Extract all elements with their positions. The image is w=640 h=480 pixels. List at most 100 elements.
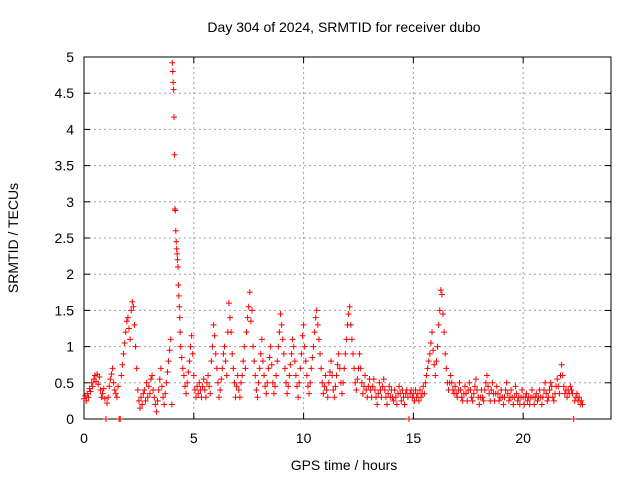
data-point — [573, 390, 580, 397]
data-point — [239, 372, 246, 379]
data-point — [328, 358, 335, 365]
data-point — [178, 354, 185, 361]
data-point — [461, 383, 468, 390]
data-point — [324, 394, 331, 401]
data-point — [124, 314, 131, 321]
data-point — [257, 350, 264, 357]
data-point — [278, 321, 285, 328]
data-point — [157, 365, 164, 372]
y-tick-label: 1 — [66, 339, 74, 355]
data-point — [162, 390, 169, 397]
data-point — [217, 387, 224, 394]
data-point — [268, 361, 275, 368]
data-point — [302, 358, 309, 365]
data-point — [166, 347, 173, 354]
data-point — [129, 298, 136, 305]
data-point — [418, 394, 425, 401]
data-point — [458, 394, 465, 401]
data-point — [512, 383, 519, 390]
data-point — [295, 394, 302, 401]
data-point — [519, 387, 526, 394]
data-point — [251, 358, 258, 365]
data-point — [264, 379, 271, 386]
data-point — [145, 383, 152, 390]
data-point — [120, 350, 127, 357]
data-point — [160, 394, 167, 401]
data-point — [310, 343, 317, 350]
data-point — [191, 387, 198, 394]
data-point — [283, 379, 290, 386]
data-point — [513, 390, 520, 397]
data-point — [514, 397, 521, 404]
y-tick-label: 3.5 — [55, 158, 75, 174]
data-point — [564, 394, 571, 401]
data-point — [141, 387, 148, 394]
data-point — [187, 343, 194, 350]
data-point — [169, 68, 176, 75]
data-point — [149, 372, 156, 379]
data-point — [469, 397, 476, 404]
data-point — [343, 336, 350, 343]
data-point — [121, 339, 128, 346]
data-point — [321, 383, 328, 390]
y-tick-label: 2.5 — [55, 230, 75, 246]
x-tick-label: 5 — [190, 430, 198, 446]
data-point — [240, 358, 247, 365]
data-point — [349, 350, 356, 357]
data-point — [99, 390, 106, 397]
data-point — [346, 303, 353, 310]
data-point — [194, 383, 201, 390]
data-point — [241, 343, 248, 350]
data-point — [206, 383, 213, 390]
data-point — [207, 390, 214, 397]
y-tick-label: 3 — [66, 194, 74, 210]
data-point — [245, 303, 252, 310]
data-point — [435, 321, 442, 328]
data-point — [273, 372, 280, 379]
data-point — [468, 394, 475, 401]
data-point — [172, 227, 179, 234]
data-point — [208, 358, 215, 365]
data-point — [422, 379, 429, 386]
data-point — [126, 325, 133, 332]
data-point — [547, 379, 554, 386]
x-tick-label: 10 — [296, 430, 312, 446]
data-point — [100, 385, 107, 392]
data-point — [163, 379, 170, 386]
data-point — [479, 394, 486, 401]
data-point — [130, 303, 137, 310]
data-point — [233, 383, 240, 390]
data-point — [296, 379, 303, 386]
points-layer — [81, 59, 586, 422]
data-point — [152, 401, 159, 408]
data-point — [202, 394, 209, 401]
data-point — [127, 336, 134, 343]
data-point — [441, 329, 448, 336]
data-point — [488, 387, 495, 394]
data-point — [533, 390, 540, 397]
data-point — [315, 336, 322, 343]
data-point — [357, 365, 364, 372]
data-point — [119, 361, 126, 368]
data-point — [259, 358, 266, 365]
data-point — [174, 256, 181, 263]
data-point — [284, 390, 291, 397]
data-point — [345, 311, 352, 318]
data-point — [425, 358, 432, 365]
data-point — [424, 365, 431, 372]
data-point — [301, 343, 308, 350]
data-point — [189, 350, 196, 357]
data-point — [107, 376, 114, 383]
data-point — [246, 289, 253, 296]
data-point — [155, 387, 162, 394]
data-point — [342, 350, 349, 357]
data-point — [200, 376, 207, 383]
data-point — [543, 390, 550, 397]
data-point — [274, 358, 281, 365]
x-tick-label: 20 — [515, 430, 531, 446]
data-point — [317, 350, 324, 357]
data-point — [381, 387, 388, 394]
data-point — [312, 314, 319, 321]
data-point — [339, 390, 346, 397]
data-point — [442, 350, 449, 357]
